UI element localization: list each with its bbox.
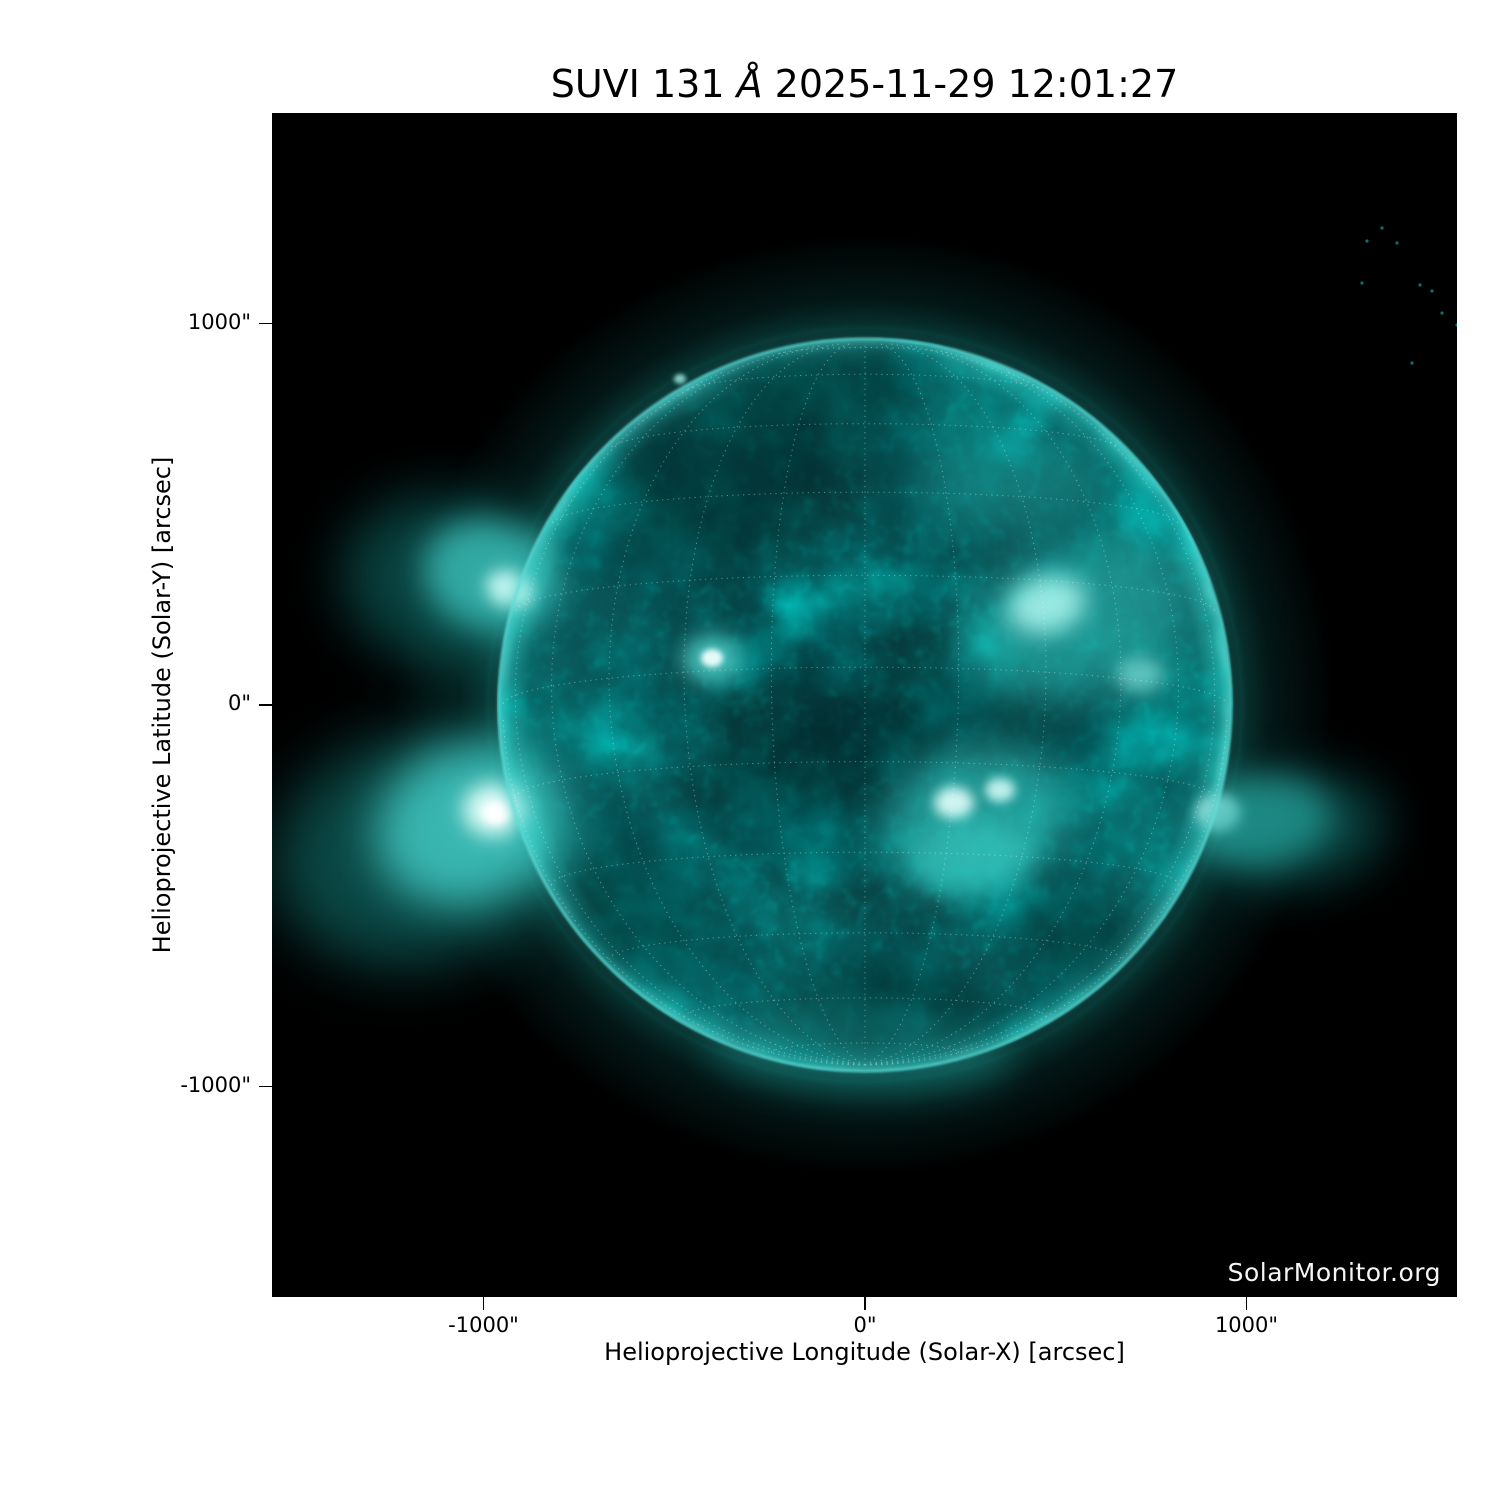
x-tick-label: 1000" <box>1214 1313 1279 1337</box>
y-tick-mark <box>259 1085 272 1088</box>
y-tick-mark <box>259 322 272 325</box>
watermark-solarmonitor: SolarMonitor.org <box>1227 1258 1441 1287</box>
y-tick-label: 0" <box>227 691 251 715</box>
x-tick-label: -1000" <box>448 1313 519 1337</box>
title-timestamp: 2025-11-29 12:01:27 <box>762 62 1179 106</box>
x-tick-mark <box>864 1297 866 1310</box>
y-tick-label: -1000" <box>180 1072 251 1097</box>
sun-image <box>272 113 1457 1297</box>
image-title: SUVI 131 Å 2025-11-29 12:01:27 <box>272 62 1457 106</box>
x-tick-mark <box>482 1297 485 1310</box>
y-tick-label: 1000" <box>187 309 251 334</box>
x-tick-label: 0" <box>853 1313 877 1337</box>
y-tick-mark <box>259 704 272 706</box>
solar-image-plot: SolarMonitor.org <box>272 113 1457 1297</box>
title-angstrom-symbol: Å <box>736 62 763 106</box>
x-axis-label: Helioprojective Longitude (Solar-X) [arc… <box>604 1338 1125 1366</box>
title-instrument: SUVI 131 <box>550 62 737 106</box>
x-tick-mark <box>1245 1297 1248 1310</box>
